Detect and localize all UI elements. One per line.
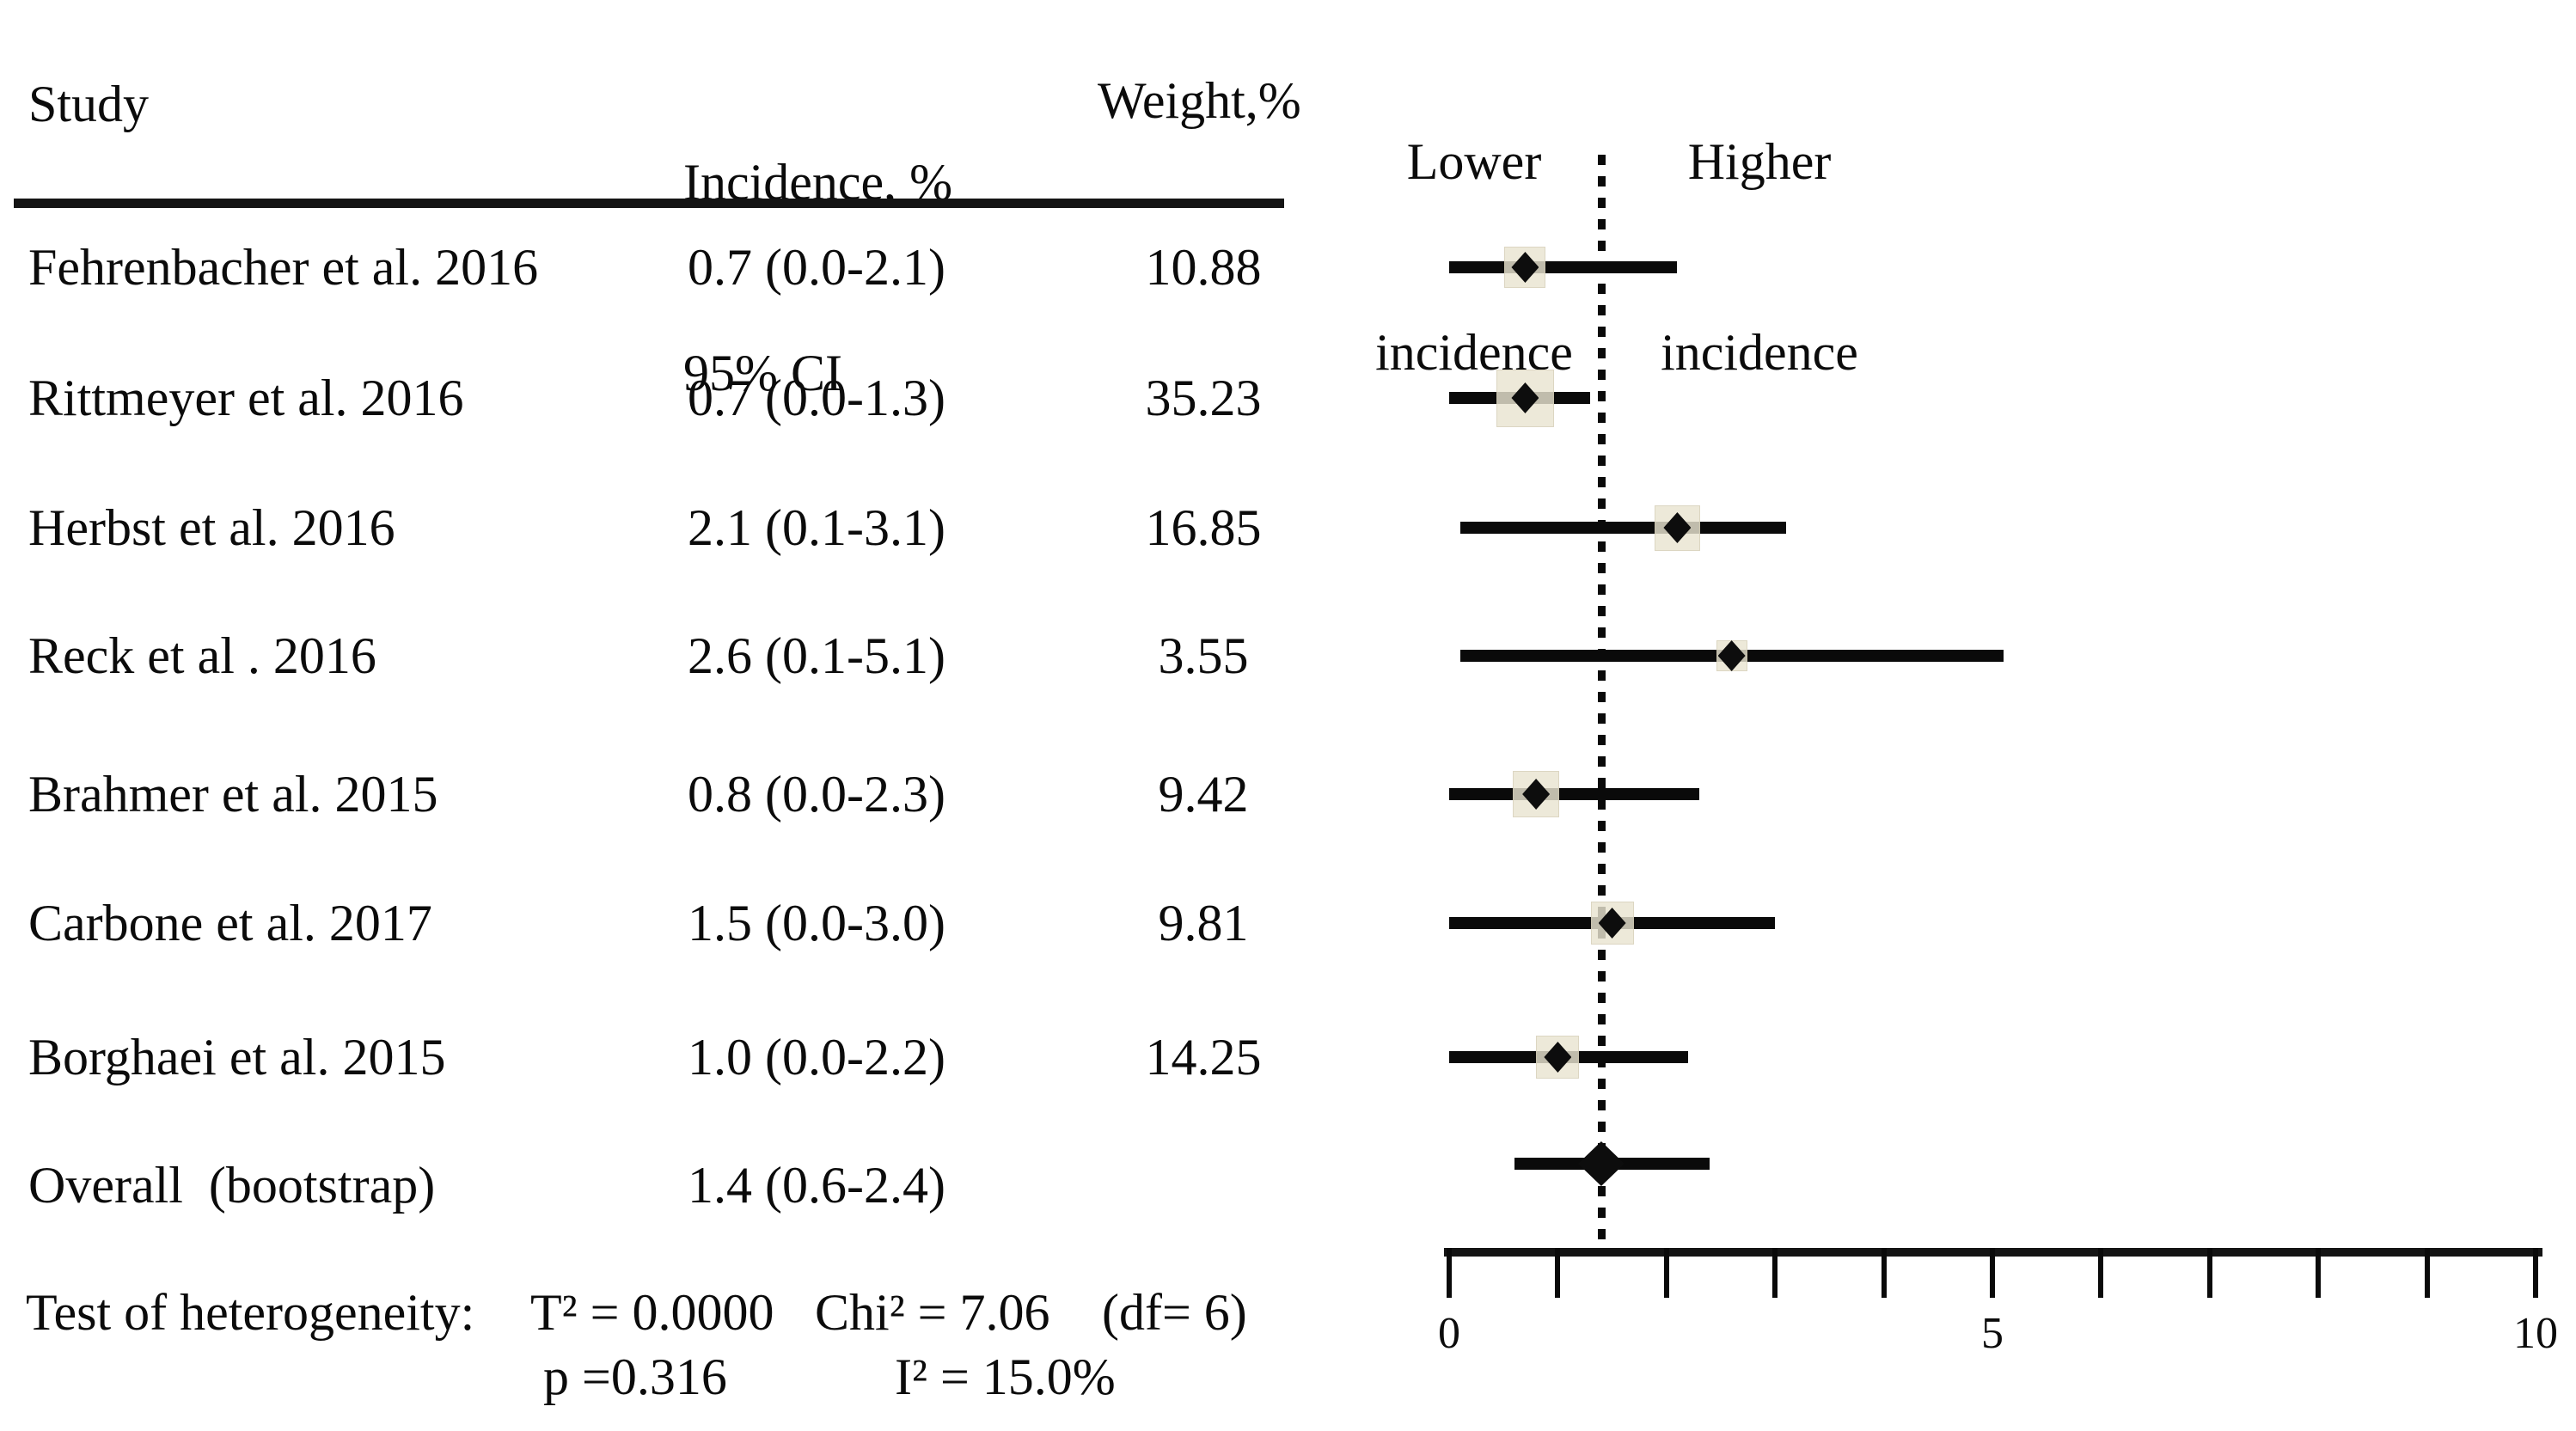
x-axis-tick <box>2533 1248 2538 1298</box>
weight-value: 16.85 <box>1145 499 1262 556</box>
x-axis-tick <box>2316 1248 2322 1298</box>
x-axis-tick-label: 10 <box>2513 1309 2558 1358</box>
heterogeneity-df: (df= 6) <box>1102 1284 1247 1341</box>
higher-incidence-label-line2: incidence <box>1661 324 1858 381</box>
weight-value: 35.23 <box>1145 370 1262 426</box>
study-label: Herbst et al. 2016 <box>28 499 395 556</box>
weight-value: 9.42 <box>1158 766 1249 823</box>
x-axis-tick <box>2098 1248 2104 1298</box>
x-axis-tick <box>1447 1248 1452 1298</box>
incidence-ci-value: 0.7 (0.0-2.1) <box>688 239 945 296</box>
incidence-ci-value: 0.7 (0.0-1.3) <box>688 370 945 426</box>
incidence-ci-value: 2.1 (0.1-3.1) <box>688 499 945 556</box>
lower-incidence-label-line1: Lower <box>1406 133 1542 190</box>
ci-line <box>1459 522 1786 534</box>
x-axis-tick <box>2206 1248 2212 1298</box>
heterogeneity-tau2: T² = 0.0000 <box>530 1284 774 1341</box>
heterogeneity-prefix: Test of heterogeneity: <box>26 1284 475 1341</box>
x-axis-tick <box>1555 1248 1561 1298</box>
x-axis-tick <box>1663 1248 1669 1298</box>
lower-incidence-label: Lower incidence <box>1315 3 1633 511</box>
weight-value: 9.81 <box>1158 895 1249 951</box>
incidence-ci-value: 1.0 (0.0-2.2) <box>688 1029 945 1085</box>
weight-value: 3.55 <box>1158 627 1249 684</box>
reference-line <box>1597 155 1606 1248</box>
study-label: Fehrenbacher et al. 2016 <box>28 239 539 296</box>
lower-incidence-label-line2: incidence <box>1375 324 1573 381</box>
study-label: Brahmer et al. 2015 <box>28 766 438 823</box>
x-axis-tick <box>1772 1248 1778 1298</box>
incidence-ci-value: 1.5 (0.0-3.0) <box>688 895 945 951</box>
weight-value: 14.25 <box>1145 1029 1262 1085</box>
x-axis-tick <box>1881 1248 1887 1298</box>
incidence-ci-value: 2.6 (0.1-5.1) <box>688 627 945 684</box>
heterogeneity-p: p =0.316 <box>543 1348 727 1405</box>
weight-value: 10.88 <box>1145 239 1262 296</box>
heterogeneity-chi2: Chi² = 7.06 <box>815 1284 1050 1341</box>
x-axis-tick-label: 5 <box>1981 1309 2004 1358</box>
x-axis-tick <box>1990 1248 1995 1298</box>
higher-incidence-label-line1: Higher <box>1687 133 1832 190</box>
overall-diamond-marker <box>1577 1141 1625 1186</box>
incidence-ci-value: 0.8 (0.0-2.3) <box>688 766 945 823</box>
overall-incidence-ci-value: 1.4 (0.6-2.4) <box>688 1157 945 1214</box>
study-label: Rittmeyer et al. 2016 <box>28 370 464 426</box>
study-label: Borghaei et al. 2015 <box>28 1029 446 1085</box>
incidence-column-header-line2: 95% CI <box>683 345 842 401</box>
study-column-header: Study <box>28 76 150 132</box>
header-rule <box>14 199 1284 208</box>
higher-incidence-label: Higher incidence <box>1596 3 1923 511</box>
overall-label: Overall (bootstrap) <box>28 1157 436 1214</box>
x-axis-tick-label: 0 <box>1438 1309 1460 1358</box>
weight-column-header: Weight,% <box>1098 72 1301 129</box>
study-label: Reck et al . 2016 <box>28 627 376 684</box>
ci-line <box>1449 788 1699 800</box>
heterogeneity-i2: I² = 15.0% <box>895 1348 1116 1405</box>
x-axis-tick <box>2424 1248 2430 1298</box>
study-label: Carbone et al. 2017 <box>28 895 432 951</box>
ci-line <box>1449 261 1678 273</box>
